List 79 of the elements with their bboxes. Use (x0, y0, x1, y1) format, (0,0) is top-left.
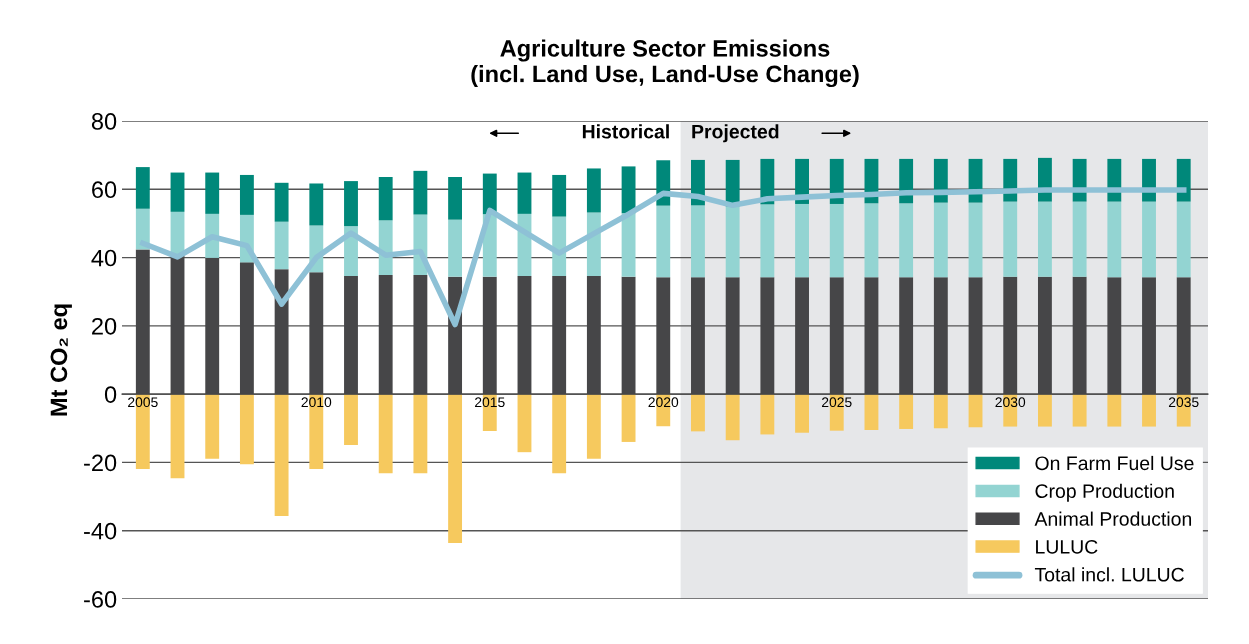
bar (274, 182, 289, 222)
bar (344, 181, 358, 227)
bar (899, 394, 914, 429)
bar (933, 394, 948, 429)
bar (968, 394, 983, 428)
y-tick-label: -40 (84, 522, 117, 540)
bar (274, 221, 289, 270)
legend-label: Total incl. LULUC (1034, 567, 1184, 582)
bar (448, 176, 463, 220)
bar (239, 394, 254, 465)
bar (829, 203, 844, 278)
y-tick-label: 80 (91, 113, 117, 130)
y-tick-label: 60 (92, 181, 117, 199)
bar (413, 170, 428, 215)
y-tick-label: 20 (92, 317, 117, 335)
bar (656, 205, 671, 278)
bar (760, 204, 775, 278)
bar (1037, 201, 1052, 277)
bar (621, 166, 636, 214)
bar (1142, 394, 1156, 427)
bar (205, 394, 220, 459)
chart-title: Agriculture Sector Emissions (incl. Land Use, Land-Use Change) (471, 39, 859, 88)
x-tick-label: 2035 (1168, 397, 1199, 408)
bar (691, 205, 705, 278)
bar (413, 394, 428, 474)
y-axis-title: Mt CO₂ eq (50, 304, 72, 416)
bar (1176, 201, 1191, 278)
bar (795, 394, 809, 433)
bar (1072, 201, 1087, 277)
bar (725, 206, 740, 278)
x-tick-label: 2030 (995, 397, 1026, 408)
bar (1107, 394, 1122, 427)
bar (586, 394, 601, 459)
bar (1003, 201, 1018, 277)
bar (517, 172, 532, 214)
bar (309, 183, 324, 226)
bar (586, 168, 601, 213)
bar (760, 394, 775, 435)
bar (170, 172, 185, 212)
bar (691, 394, 705, 432)
bar (378, 176, 393, 221)
bar (968, 202, 983, 278)
annotation: Projected (692, 124, 779, 143)
bar (205, 172, 220, 214)
bar (621, 213, 636, 277)
bar (344, 394, 358, 446)
annotation: Historical (582, 124, 669, 139)
legend-label: Crop Production (1035, 483, 1174, 502)
bar (933, 202, 948, 278)
bar (1037, 394, 1052, 427)
legend-label: LULUC (1036, 539, 1098, 554)
y-tick-label: 40 (91, 249, 117, 267)
bar (1072, 394, 1087, 427)
bar (517, 394, 532, 453)
bar (864, 394, 879, 430)
bar (1142, 201, 1156, 278)
bar (552, 174, 567, 217)
bar (795, 203, 809, 278)
bar (1107, 201, 1122, 278)
bar (274, 394, 289, 517)
bar (725, 394, 740, 441)
legend-label: Animal Production (1034, 511, 1192, 526)
bar (482, 173, 497, 215)
legend-label: On Farm Fuel Use (1035, 455, 1194, 471)
x-tick-label: 2025 (822, 397, 852, 408)
bar (448, 219, 463, 277)
bar (239, 174, 254, 215)
bar (864, 203, 879, 278)
bar (170, 394, 185, 479)
y-tick-label: -60 (84, 591, 117, 608)
y-tick-label: 0 (104, 386, 117, 403)
bar (621, 394, 636, 442)
bar (552, 394, 567, 474)
bar (135, 167, 150, 209)
y-tick-label: -20 (84, 454, 117, 472)
bar (1176, 158, 1191, 202)
bar (899, 203, 914, 278)
bar (378, 394, 393, 474)
bar (448, 394, 463, 544)
